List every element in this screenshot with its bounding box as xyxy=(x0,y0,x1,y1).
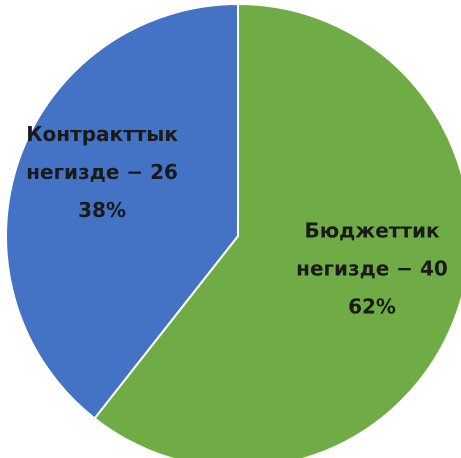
slice-label-0: Бюджеттик негизде − 40 62% xyxy=(296,218,448,318)
pie-slice-0 xyxy=(93,2,461,458)
slice-label-1-line-3: 38% xyxy=(78,198,126,222)
slice-label-1: Контракттык негизде − 26 38% xyxy=(26,122,178,222)
slice-label-1-line-2: негизде − 26 xyxy=(26,160,178,184)
slice-label-1-line-1: Контракттык xyxy=(26,122,178,146)
slice-label-0-line-1: Бюджеттик xyxy=(304,218,440,242)
slice-label-0-line-2: негизде − 40 xyxy=(296,256,448,280)
slice-label-0-line-3: 62% xyxy=(348,294,396,318)
pie-slices xyxy=(5,2,461,458)
pie-labels: Бюджеттик негизде − 40 62% Контракттык негиз… xyxy=(26,122,448,319)
pie-slice-1 xyxy=(5,2,239,420)
